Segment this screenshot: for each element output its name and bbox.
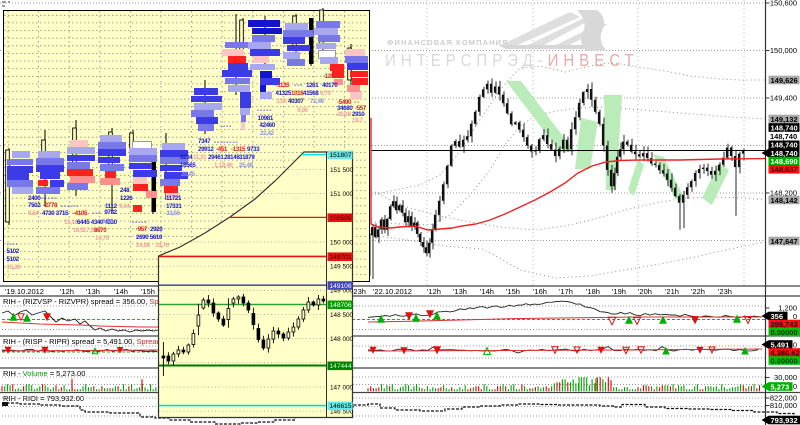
svg-text:148,740: 148,740 xyxy=(771,149,798,158)
svg-text:ИНТЕРСПРЭД-ИНВЕСТ: ИНТЕРСПРЭД-ИНВЕСТ xyxy=(385,51,639,70)
svg-text:810,000: 810,000 xyxy=(770,401,797,410)
svg-text:'16h: '16h xyxy=(533,287,547,296)
svg-text:RIH - (RISP - RIPR) spread = 5: RIH - (RISP - RIPR) spread = 5,491.00, S… xyxy=(3,337,172,346)
svg-text:5,273: 5,273 xyxy=(771,382,790,391)
svg-text:150 000: 150 000 xyxy=(330,239,354,246)
svg-text:'23h: '23h xyxy=(352,287,366,296)
svg-text:151 500: 151 500 xyxy=(330,167,354,174)
svg-text:793,932: 793,932 xyxy=(771,416,798,425)
svg-text:'19.10.2012: '19.10.2012 xyxy=(5,287,44,296)
svg-text:'22.10.2012: '22.10.2012 xyxy=(373,287,412,296)
svg-text:146615: 146615 xyxy=(330,403,352,410)
svg-text:151807: 151807 xyxy=(330,152,352,159)
svg-text:'15h: '15h xyxy=(141,287,155,296)
svg-text:30,000: 30,000 xyxy=(774,373,797,382)
svg-text:148,637: 148,637 xyxy=(771,165,798,174)
svg-text:149701: 149701 xyxy=(330,254,352,261)
svg-text:'13h: '13h xyxy=(453,287,467,296)
svg-text:149,626: 149,626 xyxy=(771,76,798,85)
svg-text:RIH - Volume = 5,273.00: RIH - Volume = 5,273.00 xyxy=(3,369,85,378)
svg-text:149106: 149106 xyxy=(330,283,352,290)
svg-text:'14h: '14h xyxy=(480,287,494,296)
svg-text:0.00000: 0.00000 xyxy=(771,328,798,337)
svg-text:'19h: '19h xyxy=(612,287,626,296)
svg-text:00: 00 xyxy=(789,341,797,350)
svg-text:148,200: 148,200 xyxy=(770,189,797,198)
svg-text:RIH - RIOI = 793,932.00: RIH - RIOI = 793,932.00 xyxy=(3,394,84,403)
svg-text:149 500: 149 500 xyxy=(330,264,354,271)
svg-text:150,600: 150,600 xyxy=(770,0,797,8)
svg-text:148,690: 148,690 xyxy=(771,157,798,166)
svg-text:'20h: '20h xyxy=(638,287,652,296)
svg-text:149,132: 149,132 xyxy=(771,115,798,124)
svg-text:356: 356 xyxy=(771,312,784,321)
svg-text:148,740: 148,740 xyxy=(771,123,798,132)
svg-text:'12h: '12h xyxy=(60,287,74,296)
svg-text:147,647: 147,647 xyxy=(771,237,798,246)
svg-text:150509: 150509 xyxy=(330,215,352,222)
svg-text:151 000: 151 000 xyxy=(330,191,354,198)
svg-text:00: 00 xyxy=(789,382,797,391)
svg-text:'12h: '12h xyxy=(427,287,441,296)
svg-text:0: 0 xyxy=(793,312,797,321)
svg-text:'21h: '21h xyxy=(665,287,679,296)
svg-text:146 500: 146 500 xyxy=(330,409,354,416)
svg-text:147 000: 147 000 xyxy=(330,384,354,391)
svg-text:'15h: '15h xyxy=(506,287,520,296)
svg-text:147444: 147444 xyxy=(330,363,352,370)
svg-text:148706: 148706 xyxy=(330,302,352,309)
svg-text:148,740: 148,740 xyxy=(771,141,798,150)
svg-text:'17h: '17h xyxy=(559,287,573,296)
svg-text:'13h: '13h xyxy=(86,287,100,296)
svg-text:299,743: 299,743 xyxy=(771,320,798,329)
svg-text:150,000: 150,000 xyxy=(770,46,797,55)
svg-text:148 000: 148 000 xyxy=(330,336,354,343)
svg-text:'22h: '22h xyxy=(691,287,705,296)
svg-text:4,380.62: 4,380.62 xyxy=(771,348,800,357)
svg-text:'23h: '23h xyxy=(718,287,732,296)
svg-text:149,400: 149,400 xyxy=(770,94,797,103)
svg-text:822,000: 822,000 xyxy=(770,394,797,403)
svg-text:'14h: '14h xyxy=(114,287,128,296)
svg-text:ФИНАНСОВАЯ КОМПАНИЯ: ФИНАНСОВАЯ КОМПАНИЯ xyxy=(387,38,509,47)
svg-text:5,491: 5,491 xyxy=(771,340,790,349)
svg-text:0.00000: 0.00000 xyxy=(771,356,798,365)
svg-text:148,142: 148,142 xyxy=(771,196,798,205)
svg-text:148 500: 148 500 xyxy=(330,312,354,319)
svg-text:149 000: 149 000 xyxy=(330,288,354,295)
svg-text:'18h: '18h xyxy=(586,287,600,296)
svg-text:1,200: 1,200 xyxy=(778,304,797,313)
